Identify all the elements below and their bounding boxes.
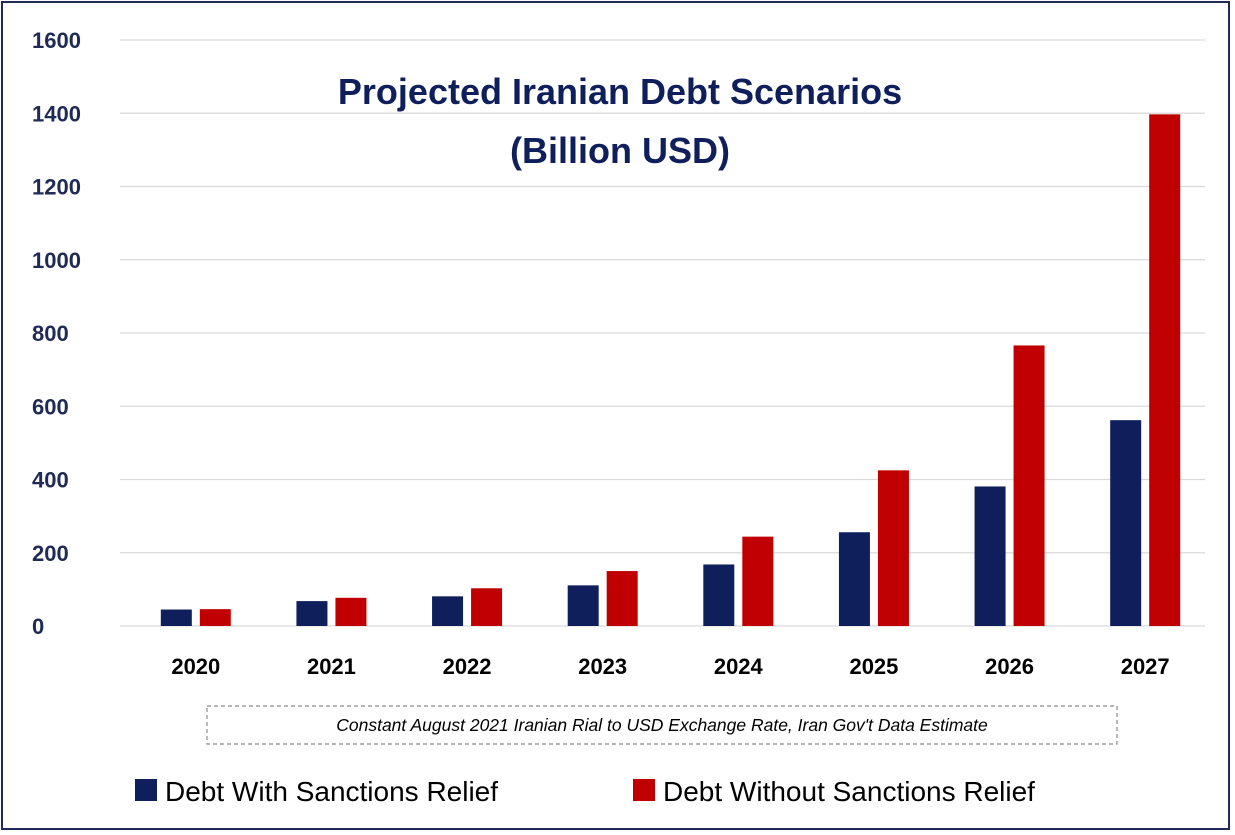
bar-with-relief-2020	[160, 609, 192, 626]
legend-swatch-with-relief	[135, 779, 157, 801]
x-tick-label: 2020	[171, 654, 220, 679]
x-tick-label: 2021	[307, 654, 356, 679]
bar-with-relief-2023	[567, 585, 599, 626]
legend-swatch-without-relief	[633, 779, 655, 801]
chart-title-line-2: (Billion USD)	[510, 130, 730, 171]
y-tick-label: 600	[32, 394, 69, 419]
bar-without-relief-2026	[1013, 345, 1045, 626]
note-box	[206, 705, 1118, 745]
bar-with-relief-2022	[432, 596, 464, 626]
y-tick-label: 1600	[32, 28, 81, 53]
x-tick-label: 2023	[578, 654, 627, 679]
bar-with-relief-2025	[838, 532, 870, 626]
bars	[160, 114, 1181, 626]
bar-without-relief-2024	[742, 536, 774, 626]
bar-without-relief-2022	[471, 588, 503, 626]
legend-label-without-relief: Debt Without Sanctions Relief	[663, 776, 1035, 807]
y-axis-ticks: 0 200 400 600 800 1000 1200 1400 1600	[32, 28, 81, 639]
x-tick-label: 2022	[443, 654, 492, 679]
bar-without-relief-2027	[1149, 114, 1181, 626]
x-tick-label: 2024	[714, 654, 764, 679]
y-tick-label: 800	[32, 321, 69, 346]
legend-label-with-relief: Debt With Sanctions Relief	[165, 776, 498, 807]
bar-with-relief-2021	[296, 601, 328, 626]
bar-with-relief-2027	[1110, 420, 1142, 626]
y-tick-label: 1200	[32, 175, 81, 200]
x-tick-label: 2026	[985, 654, 1034, 679]
y-tick-label: 400	[32, 468, 69, 493]
y-tick-label: 0	[32, 614, 44, 639]
bar-with-relief-2026	[974, 486, 1006, 626]
y-tick-label: 1400	[32, 101, 81, 126]
y-tick-label: 1000	[32, 248, 81, 273]
bar-without-relief-2023	[606, 571, 638, 626]
x-tick-label: 2027	[1121, 654, 1170, 679]
bar-without-relief-2021	[335, 597, 367, 626]
footnote: Constant August 2021 Iranian Rial to USD…	[336, 715, 988, 735]
bar-without-relief-2020	[199, 609, 231, 626]
bar-without-relief-2025	[877, 470, 909, 626]
bar-with-relief-2024	[703, 564, 735, 626]
legend: Debt With Sanctions Relief Debt Without …	[135, 776, 1035, 807]
x-tick-label: 2025	[849, 654, 898, 679]
chart-title-line-1: Projected Iranian Debt Scenarios	[338, 71, 902, 112]
x-axis-ticks: 2020 2021 2022 2023 2024 2025 2026 2027	[171, 654, 1169, 679]
y-tick-label: 200	[32, 541, 69, 566]
